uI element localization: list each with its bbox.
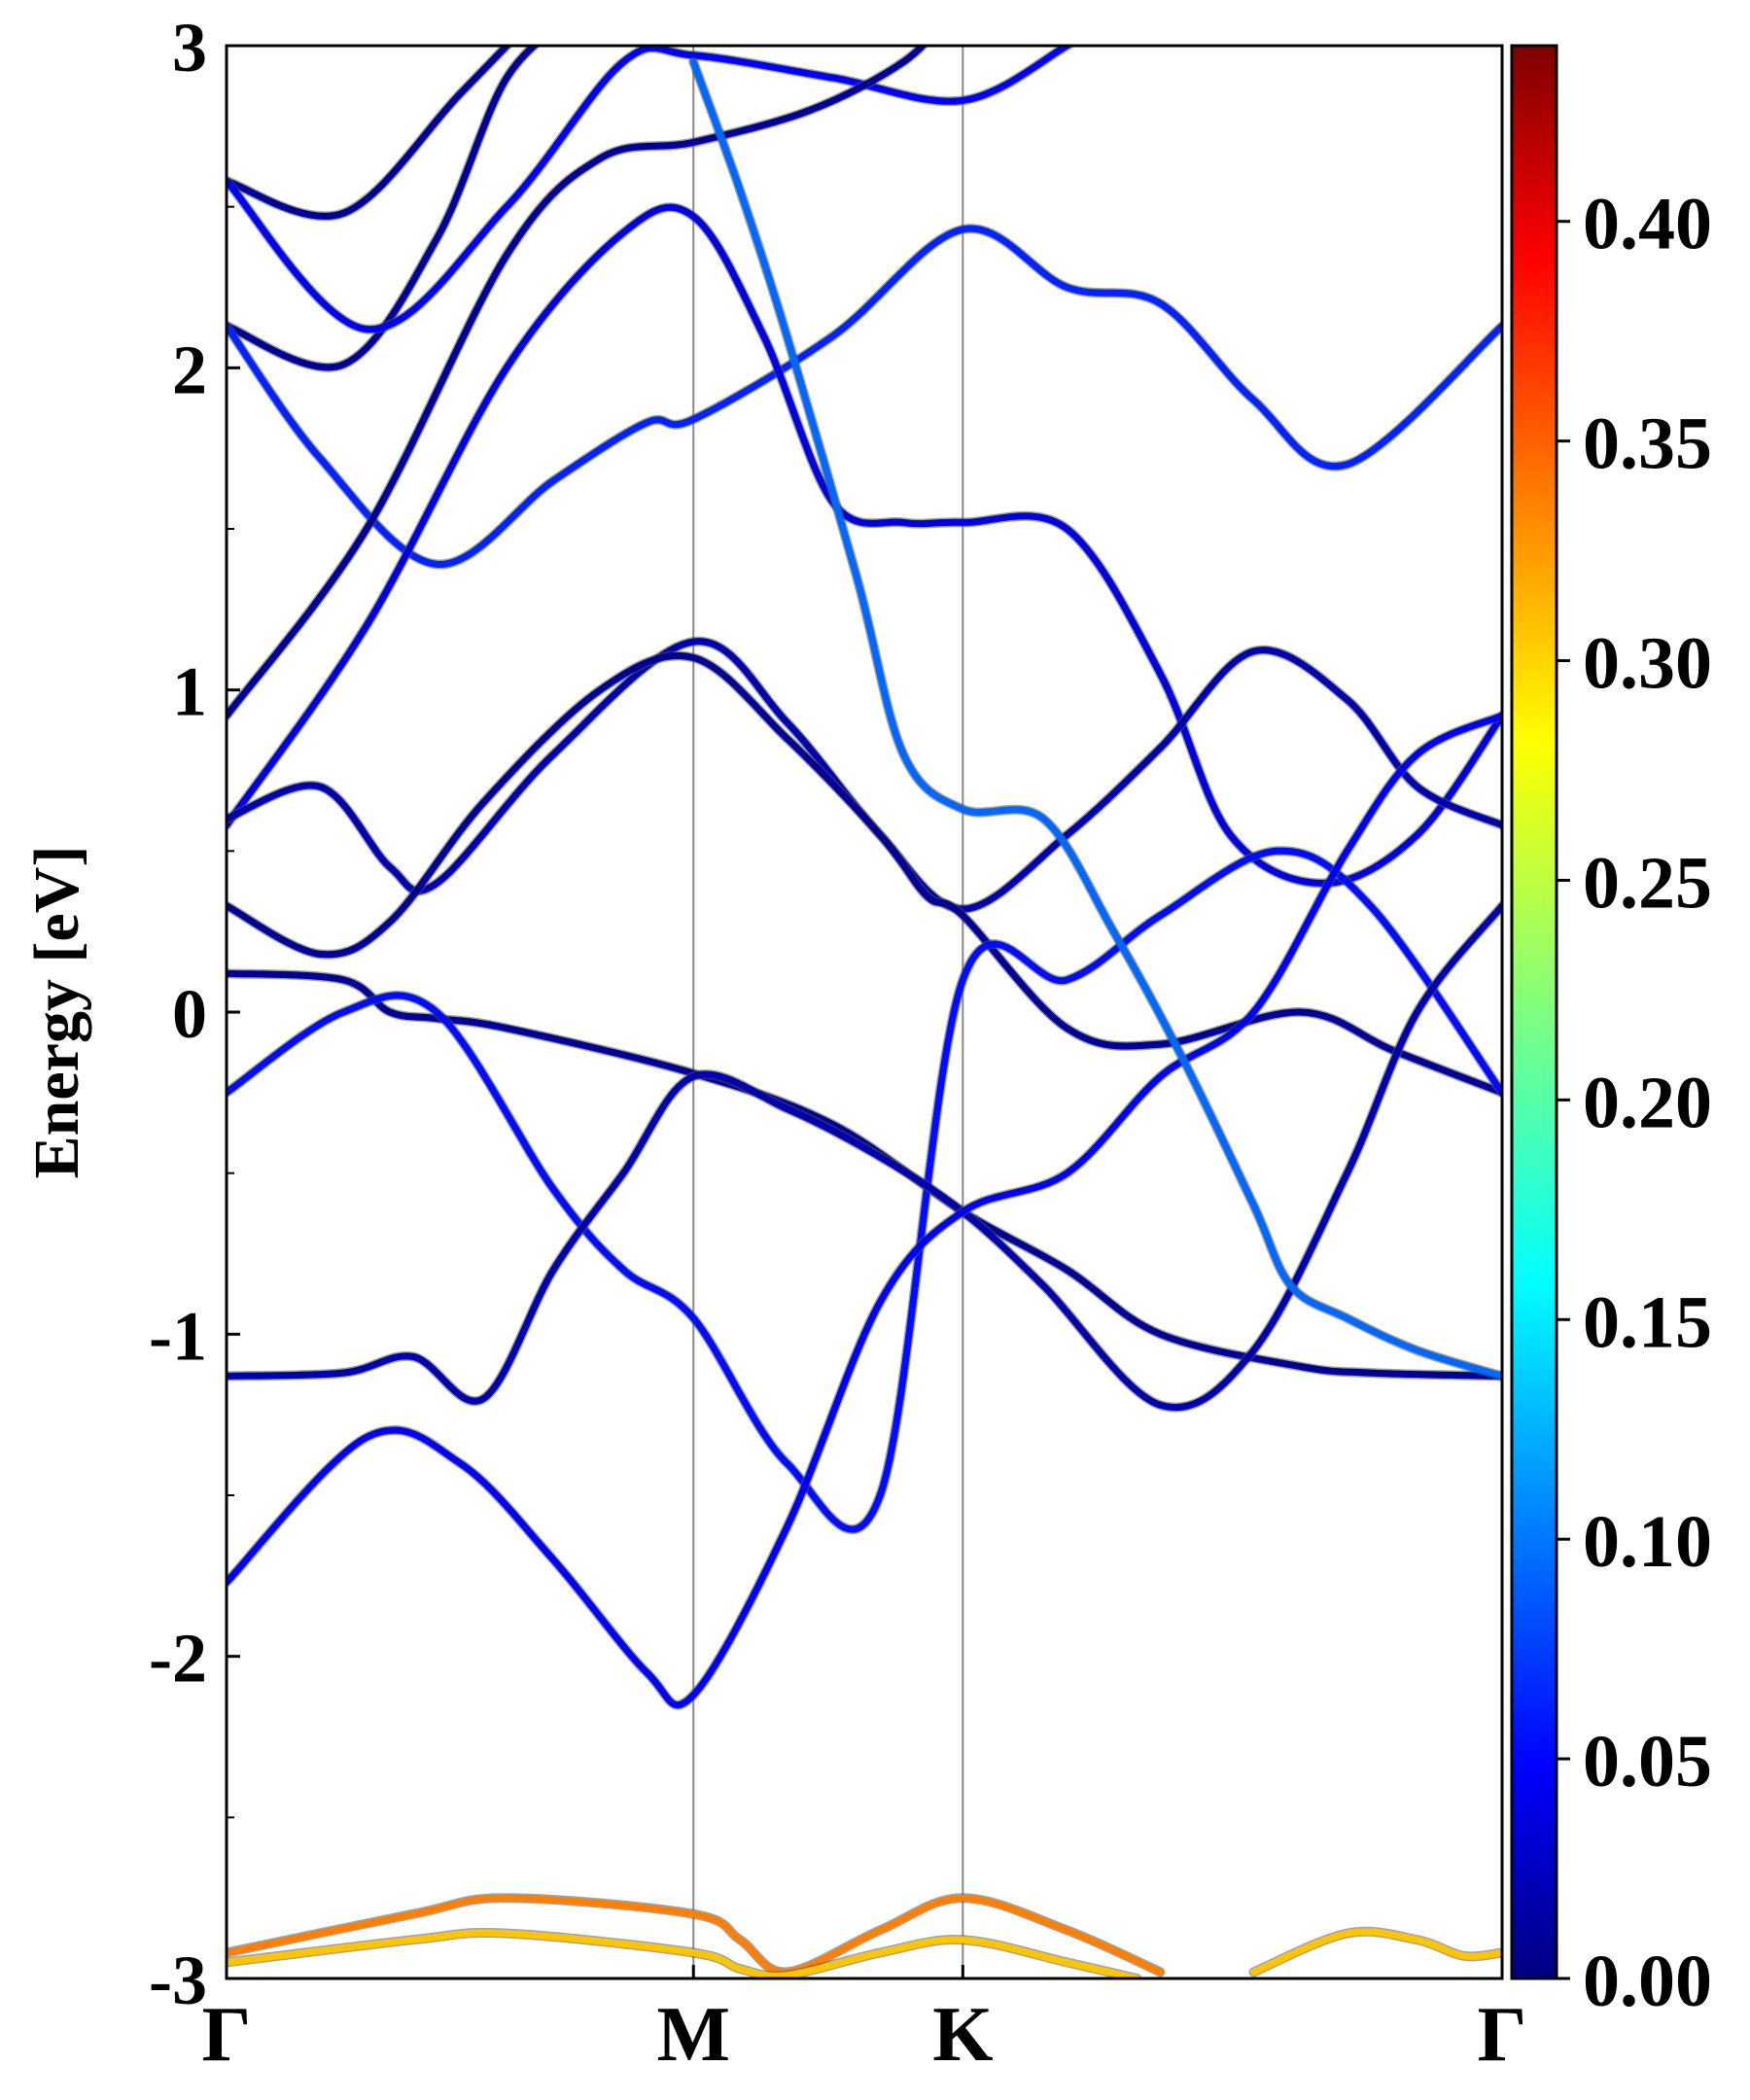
colorbar-tick-label: 0.25: [1583, 842, 1712, 924]
colorbar-tick-label: 0.00: [1583, 1941, 1712, 2022]
y-tick-label: 1: [172, 653, 207, 731]
band-line-outline: [688, 56, 1502, 1382]
y-axis: 3 2 1 0 -1 -2 -3: [149, 9, 240, 2019]
colorbar-tick-label: 0.20: [1583, 1062, 1712, 1143]
band-line-13: [689, 58, 1502, 1380]
kpoint-label: M: [656, 1992, 730, 2078]
colorbar-tick-label: 0.35: [1583, 403, 1712, 485]
y-tick-label: 0: [172, 975, 207, 1053]
colorbar-tick-label: 0.30: [1583, 623, 1712, 705]
band-line-11: [227, 902, 1502, 1412]
y-tick-label: -3: [149, 1942, 207, 2019]
y-tick-label: -1: [149, 1297, 207, 1375]
band-lines: [227, 46, 1502, 1978]
band-line-10: [227, 847, 1502, 1533]
colorbar: [1510, 44, 1558, 1980]
kpoint-label: K: [932, 1992, 993, 2078]
kpoint-label: Γ: [1478, 1992, 1527, 2078]
band-line-3: [227, 46, 1074, 333]
colorbar-ticks: 0.00 0.05 0.10 0.15 0.20 0.25 0.30 0.35 0.40: [1557, 184, 1712, 2022]
band-line-outline: [227, 46, 514, 222]
band-line-1: [227, 46, 512, 220]
band-line-outline: [227, 1927, 1142, 1978]
colorbar-tick-label: 0.05: [1583, 1721, 1712, 1802]
band-line-outline: [227, 636, 1502, 914]
band-line-2: [227, 46, 540, 371]
y-tick-label: 3: [172, 9, 207, 87]
band-line-outline: [227, 846, 1502, 1534]
band-line-6: [227, 203, 1502, 887]
y-tick-label: 2: [172, 331, 207, 408]
colorbar-tick-label: 0.15: [1583, 1281, 1712, 1363]
band-line-5: [227, 46, 928, 719]
band-line-12: [227, 712, 1502, 1709]
band-line-7: [227, 638, 1502, 913]
colorbar-tick-label: 0.10: [1583, 1501, 1712, 1583]
band-line-outline: [227, 711, 1502, 1710]
band-line-9: [227, 969, 1502, 1380]
band-line-15: [227, 1929, 1140, 1978]
y-tick-label: -2: [149, 1620, 207, 1698]
band-line-outline: [227, 650, 1502, 1098]
band-line-outline: [227, 46, 1077, 334]
band-line-8: [227, 651, 1502, 1097]
band-line-outline: [227, 968, 1502, 1382]
band-line-14: [227, 1894, 1164, 1976]
colorbar-tick-label: 0.40: [1583, 184, 1712, 265]
band-line-16: [1250, 1928, 1502, 1976]
kpoint-label: Γ: [202, 1992, 252, 2078]
y-axis-label: Energy [eV]: [21, 846, 92, 1179]
band-line-4: [227, 225, 1502, 568]
high-symmetry-lines: [692, 46, 964, 1978]
